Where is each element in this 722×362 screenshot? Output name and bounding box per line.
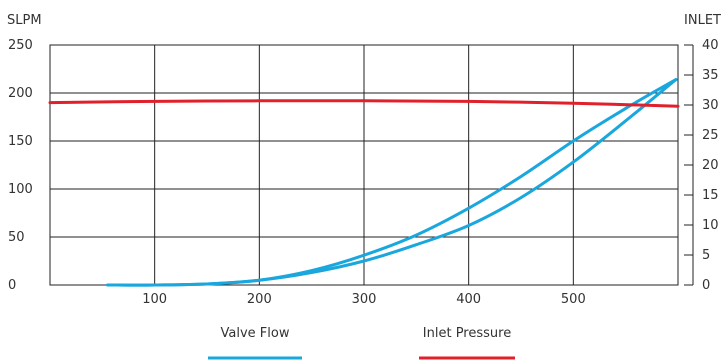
y-right-tick-label: 30 (702, 98, 719, 113)
y-left-tick-label: 100 (8, 182, 33, 197)
y-right-tick-label: 15 (702, 188, 719, 203)
series-layer (48, 78, 680, 287)
y-right-tick-label: 20 (702, 158, 719, 173)
y-left-tick-label: 0 (8, 278, 16, 293)
series-line-valve-flow-0 (106, 78, 678, 287)
legend: Valve Flow Inlet Pressure (208, 326, 515, 360)
left-axis-ticks: 0 50 100 150 200 250 (8, 38, 33, 293)
y-right-tick-label: 40 (702, 38, 719, 53)
series-line-inlet-pressure-2 (48, 99, 680, 108)
y-left-tick-label: 250 (8, 38, 33, 53)
grid (49, 44, 679, 286)
x-axis-ticks: 100 200 300 400 500 (142, 292, 585, 307)
x-tick-label: 500 (561, 292, 586, 307)
y-left-tick-label: 50 (8, 230, 25, 245)
right-axis-title: INLET (684, 13, 721, 28)
y-right-tick-label: 10 (702, 218, 719, 233)
x-tick-label: 300 (352, 292, 377, 307)
y-right-tick-label: 0 (702, 278, 710, 293)
y-right-tick-label: 5 (702, 248, 710, 263)
y-left-tick-label: 150 (8, 134, 33, 149)
series-line-valve-flow-1 (106, 78, 678, 287)
y-left-tick-label: 200 (8, 86, 33, 101)
legend-label-inlet-pressure: Inlet Pressure (423, 326, 511, 341)
y-right-tick-label: 35 (702, 68, 719, 83)
x-tick-label: 200 (247, 292, 272, 307)
legend-label-valve-flow: Valve Flow (221, 326, 290, 341)
x-tick-label: 100 (142, 292, 167, 307)
y-right-tick-label: 25 (702, 128, 719, 143)
right-axis: 0 5 10 15 20 25 30 35 40 (684, 38, 719, 293)
left-axis-title: SLPM (7, 13, 42, 28)
x-tick-label: 400 (456, 292, 481, 307)
